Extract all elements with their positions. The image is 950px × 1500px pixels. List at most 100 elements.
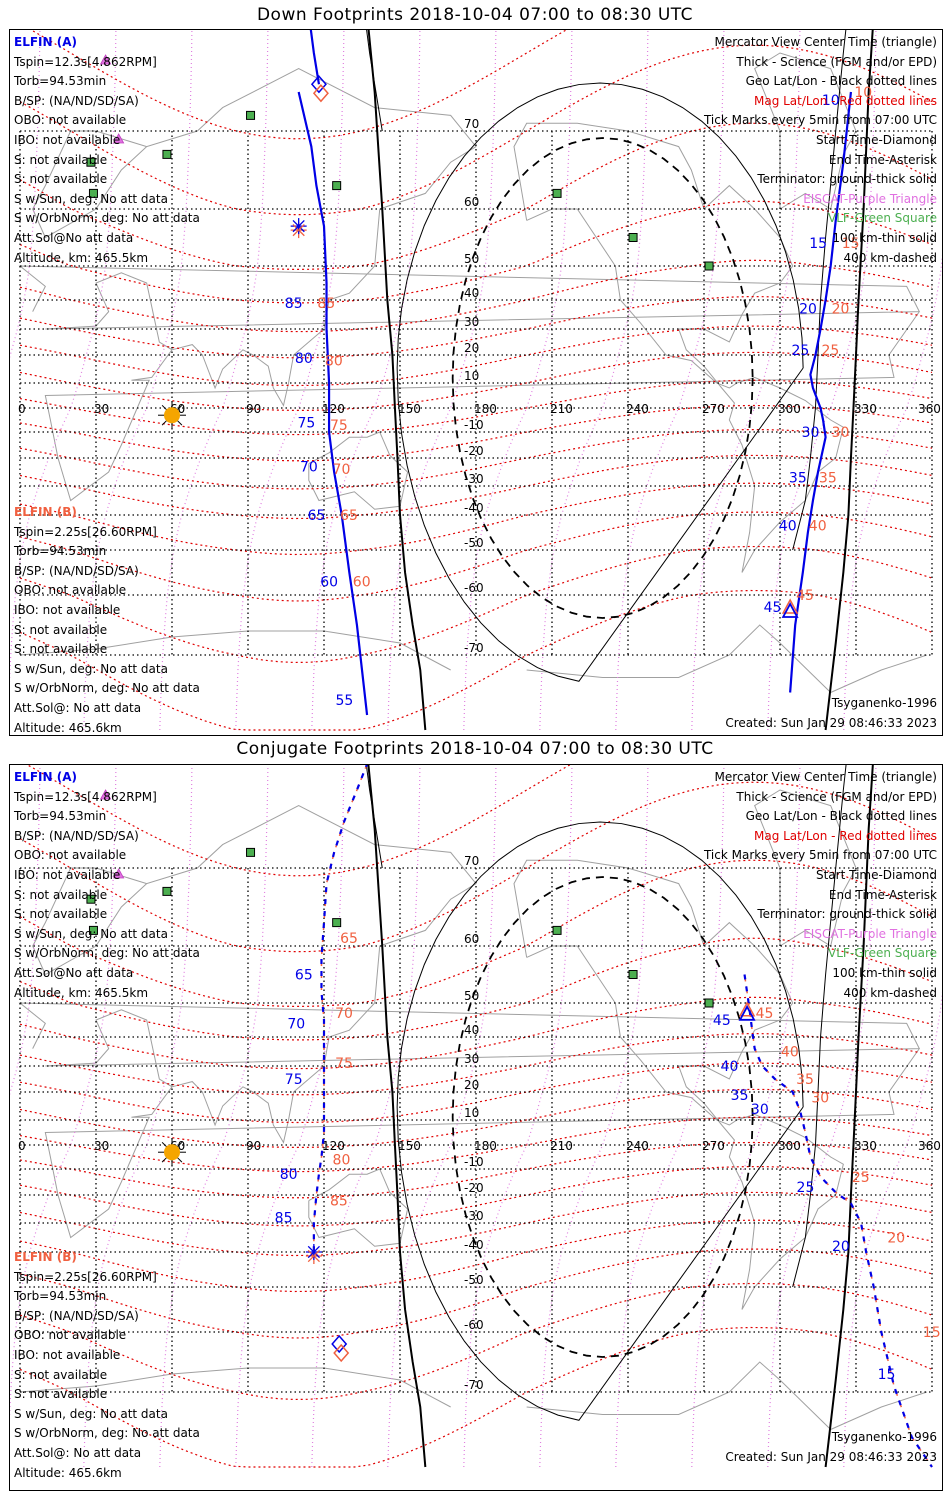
info-line: Att.Sol@: No att data xyxy=(14,1445,142,1460)
mag-longitude-line xyxy=(235,30,345,731)
info-line: Tspin=12.3s[4.862RPM] xyxy=(14,54,157,69)
time-tick-label: 15 xyxy=(809,236,827,252)
legend-entry: Terminator: ground-thick solid xyxy=(757,172,937,187)
info-line: IBO: not available xyxy=(14,867,121,882)
info-line: OBO: not available xyxy=(14,583,127,598)
info-line: Torb=94.53min xyxy=(14,809,107,824)
longitude-tick-label: 30 xyxy=(94,1139,109,1153)
elfin-track-a xyxy=(312,765,368,1252)
info-line: B/SP: (NA/ND/SD/SA) xyxy=(14,1308,139,1323)
legend-entry: Thick - Science (FGM and/or EPD) xyxy=(736,54,937,69)
vlf-station-square xyxy=(628,970,638,979)
info-line: S: not available xyxy=(14,1387,108,1402)
info-line: Torb=94.53min xyxy=(14,74,107,89)
mag-longitude-line xyxy=(463,765,573,1468)
legend-entry: Mercator View Center Time (triangle) xyxy=(714,35,937,49)
info-line: Torb=94.53min xyxy=(14,544,107,559)
latitude-tick-label: 30 xyxy=(464,315,479,329)
mag-longitude-line xyxy=(843,254,942,731)
end-asterisk-icon xyxy=(292,219,305,233)
center-time-triangle-icon xyxy=(781,598,799,614)
time-tick-label: 70 xyxy=(335,1006,353,1022)
vlf-station-square xyxy=(162,149,172,159)
latitude-tick-label: -40 xyxy=(464,501,484,515)
longitude-tick-label: 270 xyxy=(702,402,725,416)
latitude-tick-label: -30 xyxy=(464,472,484,486)
info-line: Tspin=2.25s[26.60RPM] xyxy=(14,1269,157,1284)
mag-longitude-line xyxy=(311,30,421,731)
elfin-track-a xyxy=(789,91,853,693)
mag-longitude-line xyxy=(691,30,801,731)
time-tick-label: 45 xyxy=(764,600,782,616)
info-line: S: not available xyxy=(14,172,108,187)
map-canvas: 0306090120150180210240270300330360706050… xyxy=(10,30,942,731)
time-tick-label: 35 xyxy=(789,471,807,487)
mag-longitude-line xyxy=(10,30,117,684)
latitude-tick-label: -50 xyxy=(464,536,484,550)
info-line: S: not available xyxy=(14,907,108,922)
elfin-a-info: ELFIN (A) Tspin=12.3s[4.862RPM] Torb=94.5… xyxy=(14,33,200,268)
mag-longitude-line xyxy=(539,30,649,731)
sun-icon xyxy=(164,407,180,424)
info-line: S w/Sun, deg: No att data xyxy=(14,191,168,206)
end-asterisk-icon xyxy=(307,1249,320,1263)
longitude-tick-label: 210 xyxy=(550,402,573,416)
start-diamond-icon xyxy=(312,84,329,103)
elfin-track-b xyxy=(743,974,933,1468)
info-line: S: not available xyxy=(14,887,108,902)
mag-longitude-line xyxy=(691,765,801,1468)
longitude-tick-label: 330 xyxy=(854,402,877,416)
model-label: Tsyganenko-1996 xyxy=(831,1430,937,1444)
latitude-tick-label: -50 xyxy=(464,1273,484,1287)
latitude-tick-label: -60 xyxy=(464,581,484,595)
elfin-b-lines: Tspin=2.25s[26.60RPM] Torb=94.53min B/SP: … xyxy=(14,1268,200,1484)
coastline xyxy=(513,859,844,1310)
elfin-a-info: ELFIN (A) Tspin=12.3s[4.862RPM] Torb=94.5… xyxy=(14,768,200,1003)
time-tick-label: 60 xyxy=(353,575,371,591)
eiscat-triangle xyxy=(112,133,125,144)
time-tick-label: 40 xyxy=(721,1059,739,1075)
time-tick-label: 35 xyxy=(731,1088,749,1104)
legend-entry: VLF-Green Square xyxy=(828,946,937,961)
longitude-tick-label: 90 xyxy=(246,402,261,416)
legend-entry: 100 km-thin solid xyxy=(832,965,937,980)
time-tick-label: 80 xyxy=(325,354,343,370)
mag-longitude-line xyxy=(615,30,725,731)
time-tick-label: 35 xyxy=(819,471,837,487)
legend-entry: End Time-Asterisk xyxy=(828,152,937,167)
conjugate-footprints-panel: 0306090120150180210240270300330360706050… xyxy=(9,764,943,1491)
vlf-station-square xyxy=(86,894,96,904)
legend-entry: Tick Marks every 5min from 07:00 UTC xyxy=(703,113,937,128)
latitude-tick-label: 50 xyxy=(464,989,479,1003)
time-tick-label: 30 xyxy=(811,1091,829,1107)
mag-longitude-line xyxy=(311,765,421,1468)
terminator-ground-line xyxy=(367,765,427,1468)
time-tick-label: 85 xyxy=(317,296,335,312)
mag-latitude-line xyxy=(19,122,933,270)
terminator-400km-ellipse xyxy=(451,137,754,619)
map-canvas: 0306090120150180210240270300330360706050… xyxy=(10,765,942,1468)
time-tick-label: 30 xyxy=(751,1102,769,1118)
eiscat-triangle xyxy=(112,868,125,879)
mag-longitude-line xyxy=(843,991,942,1468)
time-tick-label: 65 xyxy=(340,931,358,947)
elfin-b-header: ELFIN (B) xyxy=(14,505,77,519)
coastline xyxy=(513,122,844,573)
end-asterisk-icon xyxy=(307,1245,320,1259)
longitude-tick-label: 150 xyxy=(398,1139,421,1153)
mag-longitude-line xyxy=(159,765,269,1468)
latitude-tick-label: -10 xyxy=(464,1155,484,1169)
time-tick-label: 75 xyxy=(330,418,348,434)
latitude-tick-label: 10 xyxy=(464,369,479,383)
legend-entry: EISCAT-Purple Triangle xyxy=(803,926,937,941)
elfin-track-a xyxy=(297,91,369,716)
info-line: B/SP: (NA/ND/SD/SA) xyxy=(14,828,139,843)
longitude-tick-label: 330 xyxy=(854,1139,877,1153)
longitude-tick-label: 210 xyxy=(550,1139,573,1153)
latitude-tick-label: -70 xyxy=(464,641,484,655)
elfin-a-lines: Tspin=12.3s[4.862RPM] Torb=94.53min B/SP: … xyxy=(14,788,200,1004)
time-tick-label: 15 xyxy=(842,236,860,252)
time-tick-label: 85 xyxy=(285,296,303,312)
legend-entry: Thick - Science (FGM and/or EPD) xyxy=(736,789,937,804)
created-timestamp: Created: Sun Jan 29 08:46:33 2023 xyxy=(725,1450,937,1464)
